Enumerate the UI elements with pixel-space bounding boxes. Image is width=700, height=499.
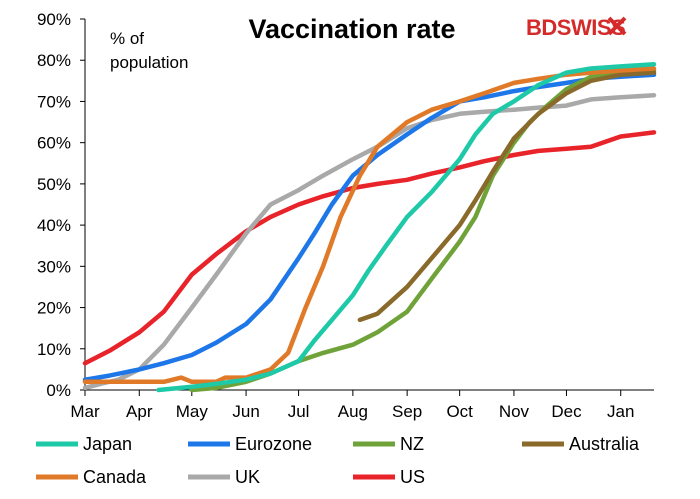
logo-cross-mark xyxy=(607,16,627,36)
y-tick-label: 10% xyxy=(37,340,71,359)
legend-item-us: US xyxy=(353,467,425,487)
y-tick-label: 60% xyxy=(37,134,71,153)
x-tick-label: Jul xyxy=(288,402,310,421)
series-line-canada xyxy=(82,66,657,385)
x-tick-label: Nov xyxy=(499,402,530,421)
y-tick-label: 20% xyxy=(37,299,71,318)
unit-label-line1: % of xyxy=(110,29,144,48)
y-tick-label: 80% xyxy=(37,51,71,70)
x-tick-label: Oct xyxy=(446,402,473,421)
legend-label: Japan xyxy=(83,434,132,454)
legend-label: Australia xyxy=(569,434,640,454)
x-tick-label: Apr xyxy=(126,402,153,421)
series-lines xyxy=(82,62,657,393)
x-tick-label: Dec xyxy=(551,402,582,421)
x-tick-label: Sep xyxy=(392,402,422,421)
y-tick-label: 50% xyxy=(37,175,71,194)
y-tick-label: 40% xyxy=(37,216,71,235)
y-tick-label: 90% xyxy=(37,10,71,29)
x-axis-ticks: Mar Apr May Jun Jul Aug Sep Oct Nov Dec Jan xyxy=(70,390,634,421)
legend-label: Canada xyxy=(83,467,147,487)
legend-item-canada: Canada xyxy=(36,467,147,487)
y-axis-ticks: 0% 10% 20% 30% 40% 50% 60% 70% 80% 90% xyxy=(37,10,85,400)
y-tick-label: 0% xyxy=(46,381,71,400)
x-tick-label: May xyxy=(176,402,209,421)
y-tick-label: 70% xyxy=(37,92,71,111)
legend-item-japan: Japan xyxy=(36,434,132,454)
series-line-us xyxy=(82,130,657,366)
legend-item-uk: UK xyxy=(188,467,260,487)
x-tick-label: Aug xyxy=(338,402,368,421)
series-line-eurozone xyxy=(82,72,657,382)
legend-item-nz: NZ xyxy=(353,434,424,454)
legend-label: NZ xyxy=(400,434,424,454)
chart-title: Vaccination rate xyxy=(248,14,455,44)
legend-label: US xyxy=(400,467,425,487)
legend-item-australia: Australia xyxy=(522,434,640,454)
x-tick-label: Jan xyxy=(607,402,634,421)
series-line-nz xyxy=(189,68,657,393)
bdswiss-logo: BDSWISS xyxy=(526,15,627,40)
unit-label-line2: population xyxy=(110,53,188,72)
series-line-japan xyxy=(156,62,657,393)
legend-item-eurozone: Eurozone xyxy=(188,434,312,454)
series-line-uk xyxy=(82,93,657,391)
x-tick-label: Mar xyxy=(70,402,100,421)
legend-label: Eurozone xyxy=(235,434,312,454)
y-tick-label: 30% xyxy=(37,257,71,276)
legend-label: UK xyxy=(235,467,260,487)
series-line-australia xyxy=(357,70,657,323)
logo-cross-stroke xyxy=(607,16,627,36)
x-tick-label: Jun xyxy=(232,402,259,421)
chart-legend: Japan Eurozone NZ Australia Canada UK US xyxy=(36,434,640,487)
